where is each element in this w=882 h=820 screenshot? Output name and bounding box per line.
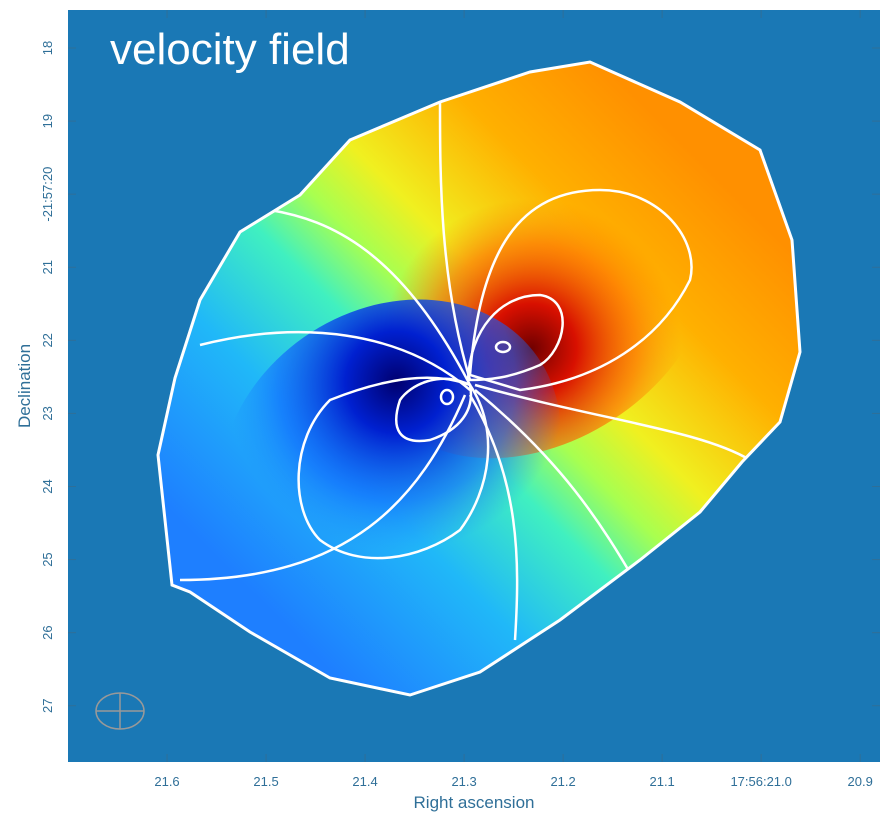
x-tick-label: 20.9 [848,774,873,789]
x-tick-label: 21.6 [154,774,179,789]
x-tick-label: 21.2 [550,774,575,789]
x-tick-label: 21.5 [253,774,278,789]
chart-title: velocity field [110,25,350,74]
y-axis-label: Declination [15,344,34,428]
x-tick-label: 17:56:21.0 [730,774,791,789]
x-axis-label: Right ascension [414,793,535,812]
y-tick-label: 23 [40,406,55,420]
y-tick-label: 24 [40,479,55,493]
chart: velocity field Right ascension Declinati… [0,0,882,815]
x-tick-label: 21.4 [352,774,377,789]
beam [96,693,144,729]
x-tick-label: 21.1 [649,774,674,789]
y-tick-label: 22 [40,333,55,347]
y-tick-label: 25 [40,552,55,566]
y-tick-label: 19 [40,114,55,128]
y-tick-label: 26 [40,625,55,639]
x-tick-label: 21.3 [451,774,476,789]
y-tick-label: 21 [40,260,55,274]
y-tick-label: 27 [40,698,55,712]
y-tick-label: -21:57:20 [40,167,55,222]
y-tick-label: 18 [40,41,55,55]
